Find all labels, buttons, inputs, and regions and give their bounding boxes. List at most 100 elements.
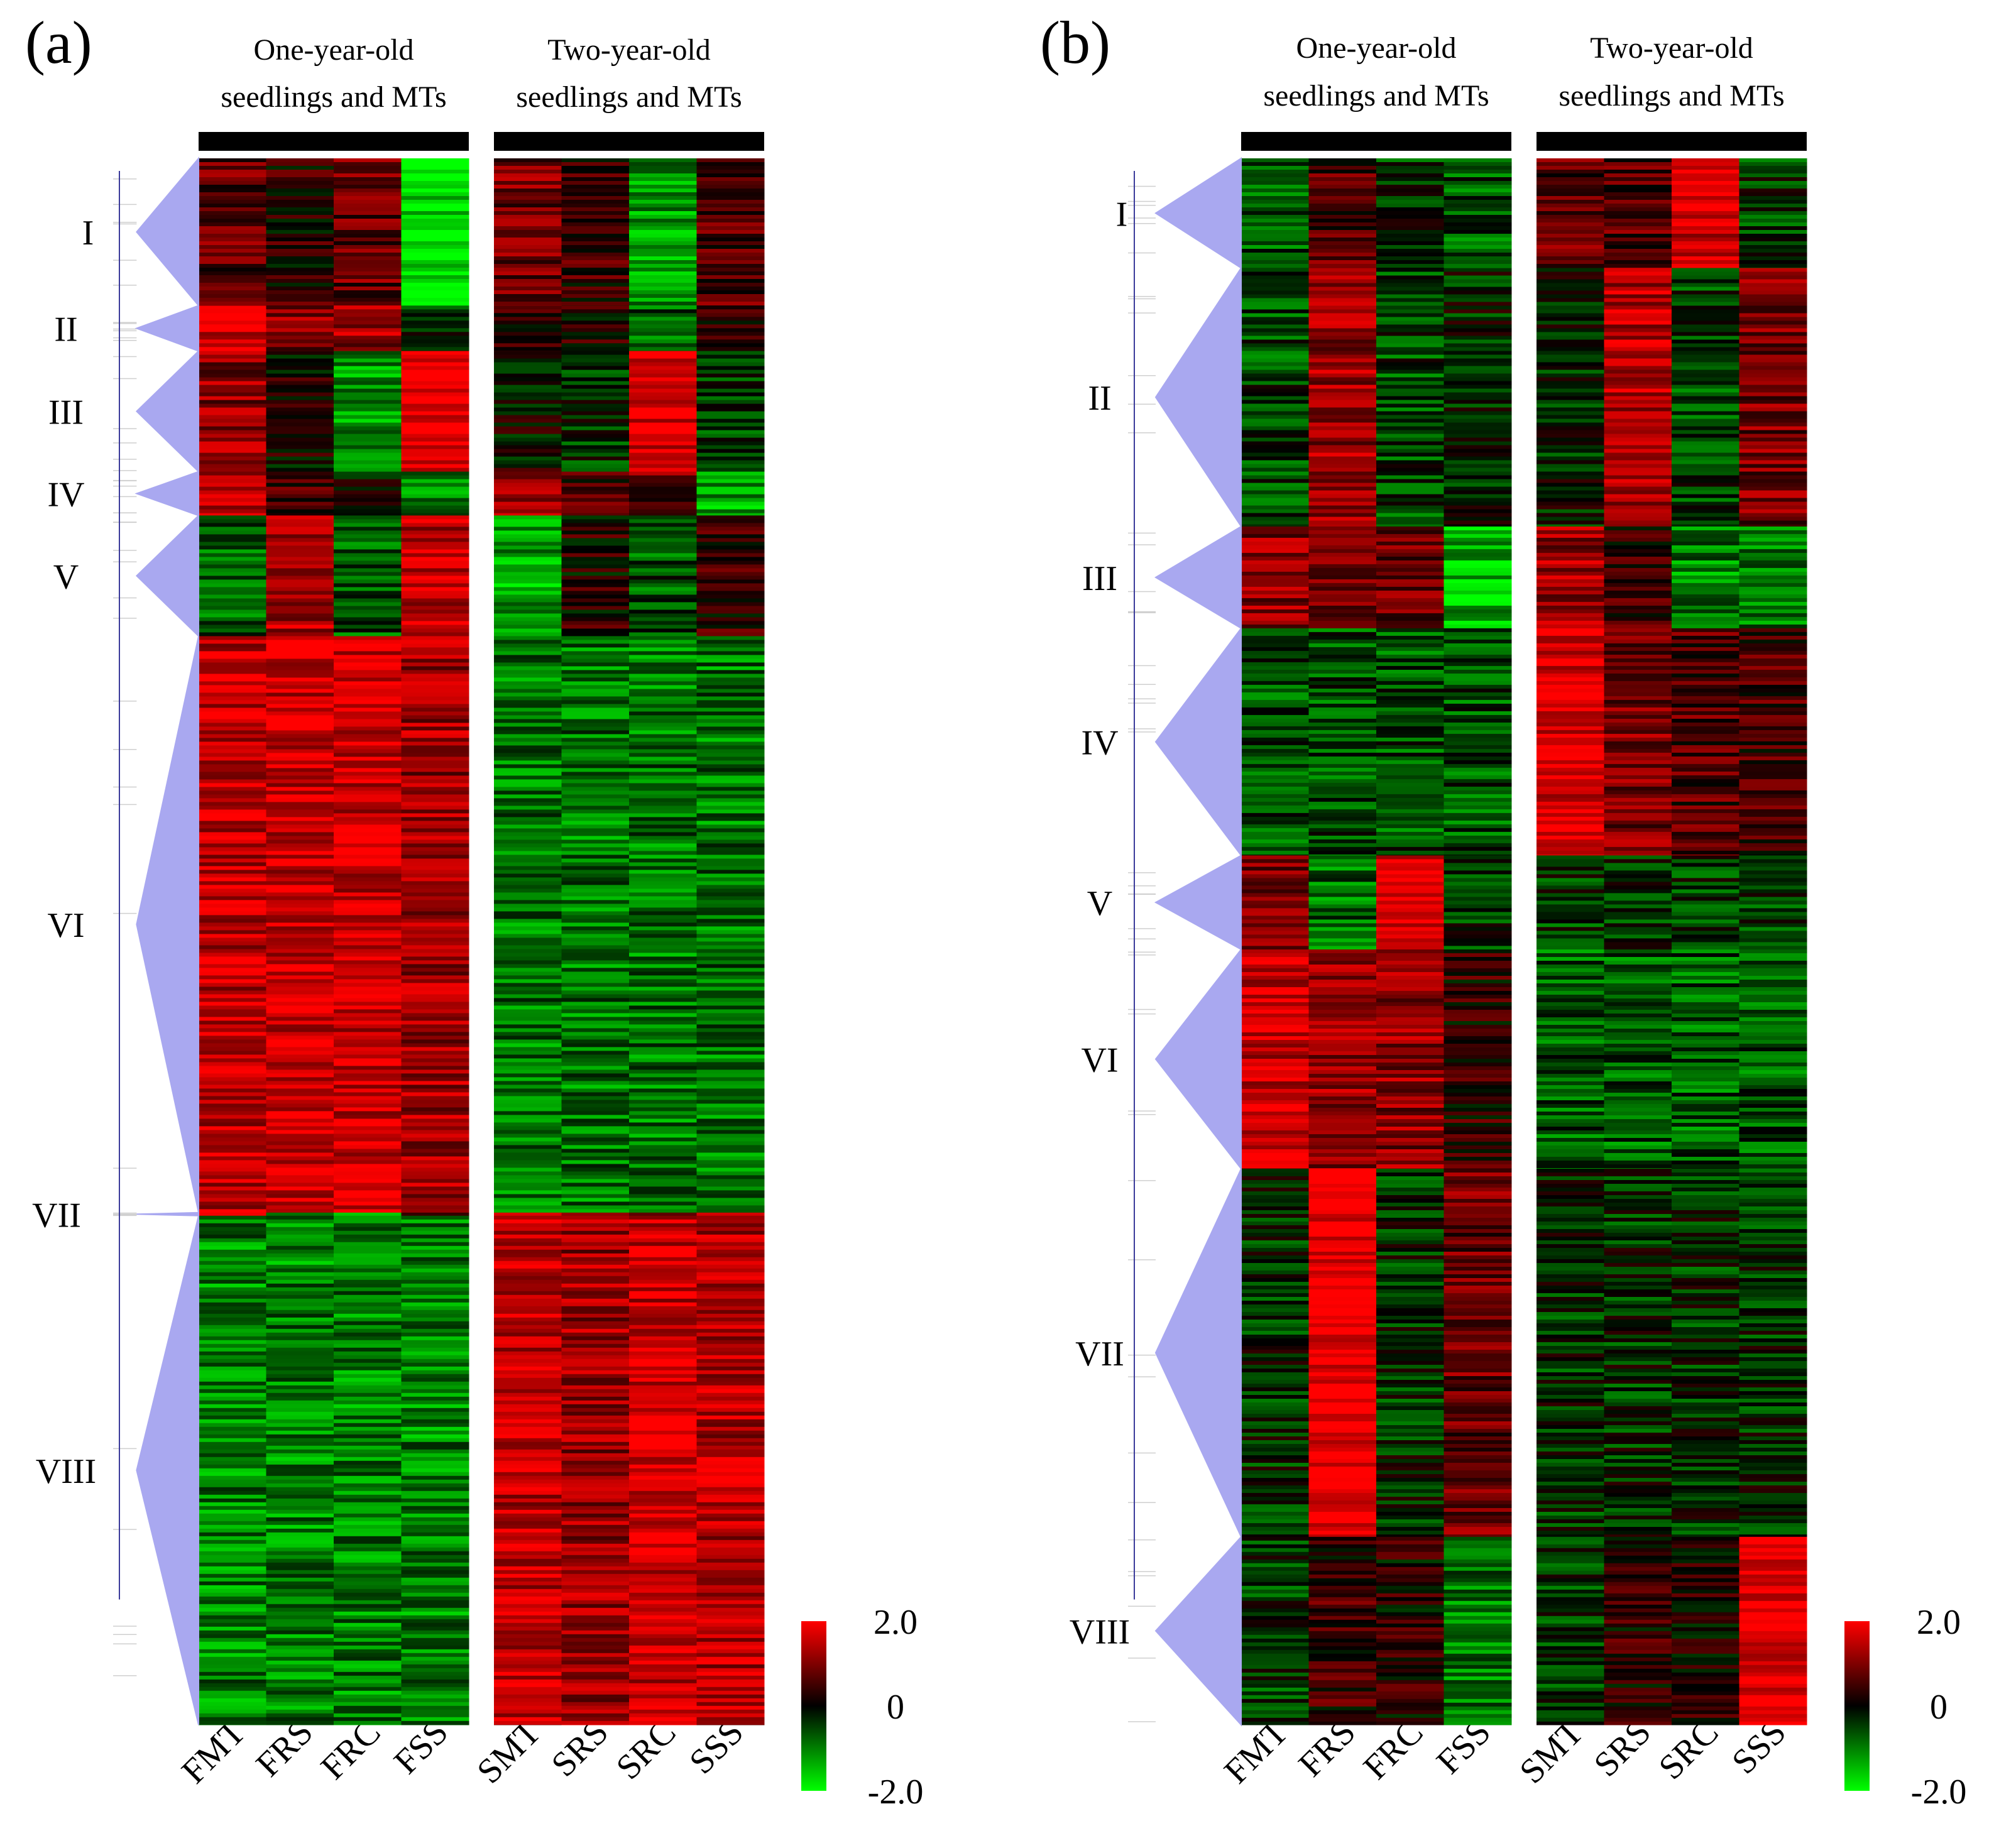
heatmap-cell [1444,726,1512,731]
heatmap-cell [1537,211,1604,216]
heatmap-cell [697,994,765,998]
heatmap-cell [1444,591,1512,595]
heatmap-cell [1376,306,1444,310]
heatmap-cell [1376,764,1444,768]
heatmap-cell [1376,408,1444,412]
heatmap-cell [266,1653,334,1658]
heatmap-cell [402,1367,469,1371]
heatmap-cell [266,1386,334,1390]
heatmap-cell [1376,867,1444,871]
heatmap-cell [697,1171,765,1176]
heatmap-cell [199,1288,266,1292]
heatmap-cell [1241,772,1309,776]
heatmap-cell [697,625,765,629]
heatmap-cell [697,1468,765,1473]
heatmap-cell [1672,685,1739,689]
heatmap-cell [1672,276,1739,280]
heatmap-cell [494,1600,562,1605]
heatmap-cell [334,1220,402,1224]
heatmap-cell [402,610,469,614]
heatmap-cell [494,343,562,347]
heatmap-cell [494,1566,562,1571]
heatmap-cell [494,798,562,802]
heatmap-cell [199,1242,266,1247]
heatmap-cell [199,1344,266,1348]
heatmap-cell [562,583,630,588]
heatmap-cell [1537,351,1604,356]
heatmap-cell [562,491,630,495]
heatmap-cell [334,1695,402,1699]
heatmap-cell [494,700,562,704]
heatmap-cell [266,711,334,716]
heatmap-cell [494,1314,562,1318]
heatmap-cell [629,1416,697,1420]
heatmap-cell [1537,723,1604,727]
heatmap-cell [494,1130,562,1134]
heatmap-cell [1376,366,1444,371]
heatmap-cell [1309,249,1377,253]
heatmap-cell [494,271,562,276]
heatmap-cell [334,1272,402,1277]
heatmap-cell [334,1092,402,1096]
heatmap-cell [697,647,765,652]
heatmap-cell [1672,832,1739,836]
heatmap-cell [1604,681,1672,686]
heatmap-cell [266,332,334,336]
heatmap-cell [562,1453,630,1458]
heatmap-cell [697,305,765,310]
heatmap-cell [402,173,469,178]
heatmap-cell [697,1261,765,1266]
heatmap-cell [494,479,562,484]
heatmap-cell [494,483,562,488]
heatmap-cell [1241,542,1309,546]
heatmap-cell [402,1280,469,1284]
heatmap-cell [402,738,469,742]
heatmap-cell [1537,317,1604,322]
heatmap-cell [1309,734,1377,738]
heatmap-cell [402,1261,469,1266]
heatmap-cell [334,723,402,727]
heatmap-cell [697,1085,765,1089]
heatmap-cell [402,1013,469,1017]
heatmap-cell [1739,517,1807,522]
heatmap-cell [697,1291,765,1296]
heatmap-cell [402,1223,469,1228]
heatmap-cell [266,1597,334,1601]
heatmap-cell [266,1378,334,1382]
heatmap-cell [199,1419,266,1424]
heatmap-cell [1444,621,1512,625]
heatmap-cell [562,1134,630,1138]
heatmap-cell [629,1495,697,1499]
heatmap-cell [629,900,697,904]
heatmap-cell [697,1265,765,1269]
heatmap-cell [1241,870,1309,875]
heatmap-cell [494,302,562,306]
heatmap-cell [199,1201,266,1206]
heatmap-cell [1537,310,1604,314]
heatmap-cell [1672,674,1739,678]
heatmap-cell [562,1597,630,1601]
heatmap-cell [562,320,630,325]
heatmap-cell [1309,446,1377,450]
heatmap-cell [562,1310,630,1315]
heatmap-cell [1739,366,1807,371]
group-header-bar [1537,132,1807,151]
heatmap-cell [1444,594,1512,599]
heatmap-cell [1241,173,1309,178]
heatmap-cell [697,449,765,454]
heatmap-cell [562,1216,630,1220]
heatmap-cell [402,461,469,465]
heatmap-cell [494,1593,562,1597]
heatmap-cell [1444,249,1512,253]
heatmap-cell [494,892,562,897]
heatmap-cell [697,1115,765,1119]
heatmap-cell [1376,723,1444,727]
heatmap-cell [1604,730,1672,735]
heatmap-cell [629,1069,697,1074]
heatmap-cell [494,1276,562,1281]
heatmap-cell [1739,677,1807,682]
heatmap-cell [1604,821,1672,825]
heatmap-cell [494,794,562,799]
heatmap-cell [562,363,630,367]
heatmap-cell [1672,438,1739,442]
